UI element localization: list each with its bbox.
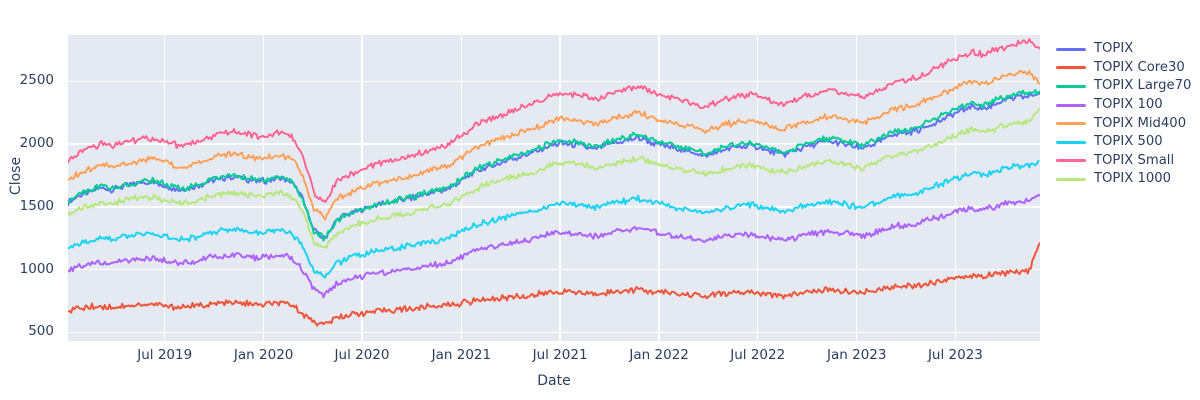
series-line-topix-large70 xyxy=(68,90,1040,241)
legend-label: TOPIX Mid400 xyxy=(1094,115,1187,131)
x-axis-tick: Jan 2021 xyxy=(431,347,492,363)
gridline-vertical xyxy=(856,35,858,341)
x-axis-tick-labels: Jul 2019 Jan 2020 Jul 2020 Jan 2021 Jul 2021… xyxy=(0,347,1200,367)
chart-legend[interactable]: TOPIX TOPIX Core30 TOPIX Large70 TOPIX 100 T… xyxy=(1056,40,1200,189)
series-line-topix-core30 xyxy=(68,243,1040,325)
legend-item-topix-500[interactable]: TOPIX 500 xyxy=(1056,133,1200,152)
legend-label: TOPIX Small xyxy=(1094,152,1175,168)
x-axis-tick: Jan 2023 xyxy=(827,347,887,363)
x-axis-tick: Jul 2019 xyxy=(137,347,193,363)
legend-swatch-icon xyxy=(1056,66,1086,70)
legend-item-topix-1000[interactable]: TOPIX 1000 xyxy=(1056,170,1200,189)
legend-label: TOPIX xyxy=(1094,41,1134,57)
gridline-vertical xyxy=(954,35,957,341)
y-axis-tick: 1000 xyxy=(19,260,54,277)
legend-swatch-icon xyxy=(1056,84,1086,88)
x-axis-tick: Jan 2020 xyxy=(233,347,294,363)
y-axis-tick: 500 xyxy=(28,323,54,340)
legend-item-topix-100[interactable]: TOPIX 100 xyxy=(1056,96,1200,115)
legend-label: TOPIX Large70 xyxy=(1094,78,1192,94)
y-axis-tick: 1500 xyxy=(19,197,54,214)
legend-label: TOPIX 500 xyxy=(1094,134,1163,150)
legend-label: TOPIX 1000 xyxy=(1094,171,1172,187)
legend-swatch-icon xyxy=(1056,159,1086,163)
gridline-vertical xyxy=(460,35,463,341)
legend-label: TOPIX 100 xyxy=(1094,97,1163,113)
series-line-topix-small xyxy=(68,39,1040,202)
gridline-vertical xyxy=(757,35,759,341)
x-axis-tick: Jul 2023 xyxy=(927,347,983,363)
legend-label: TOPIX Core30 xyxy=(1094,59,1185,75)
legend-item-topix-core30[interactable]: TOPIX Core30 xyxy=(1056,59,1200,78)
x-axis-title: Date xyxy=(537,373,571,389)
plot-area[interactable] xyxy=(68,35,1040,341)
y-axis-tick: 2500 xyxy=(19,72,54,89)
legend-swatch-icon xyxy=(1056,103,1086,107)
x-axis-tick: Jul 2020 xyxy=(334,347,390,363)
gridline-vertical xyxy=(658,35,660,341)
series-line-topix-500 xyxy=(68,161,1038,278)
series-line-topix-100 xyxy=(68,195,1040,297)
y-axis-tick-labels: 500 1000 1500 2000 2500 xyxy=(0,0,62,400)
gridline-horizontal xyxy=(68,331,1040,333)
series-line-topix-1000 xyxy=(68,109,1040,248)
gridline-horizontal xyxy=(68,206,1040,208)
x-axis-tick: Jul 2021 xyxy=(532,347,588,363)
series-line-topix-mid400 xyxy=(68,71,1040,220)
legend-item-topix-mid400[interactable]: TOPIX Mid400 xyxy=(1056,114,1200,133)
legend-item-topix[interactable]: TOPIX xyxy=(1056,40,1200,59)
gridline-vertical xyxy=(559,35,561,341)
y-axis-tick: 2000 xyxy=(19,135,54,152)
gridline-horizontal xyxy=(68,268,1040,271)
series-lines xyxy=(68,35,1040,341)
legend-swatch-icon xyxy=(1056,47,1086,51)
legend-swatch-icon xyxy=(1056,122,1086,126)
legend-swatch-icon xyxy=(1056,140,1086,144)
legend-item-topix-small[interactable]: TOPIX Small xyxy=(1056,152,1200,171)
gridline-vertical xyxy=(262,35,265,341)
legend-swatch-icon xyxy=(1056,177,1086,181)
series-line-topix xyxy=(68,93,1040,238)
x-axis-tick: Jul 2022 xyxy=(730,347,786,363)
x-axis-tick: Jan 2022 xyxy=(629,347,689,363)
legend-item-topix-large70[interactable]: TOPIX Large70 xyxy=(1056,77,1200,96)
y-axis-title: Close xyxy=(8,156,24,196)
gridline-horizontal xyxy=(68,80,1040,83)
